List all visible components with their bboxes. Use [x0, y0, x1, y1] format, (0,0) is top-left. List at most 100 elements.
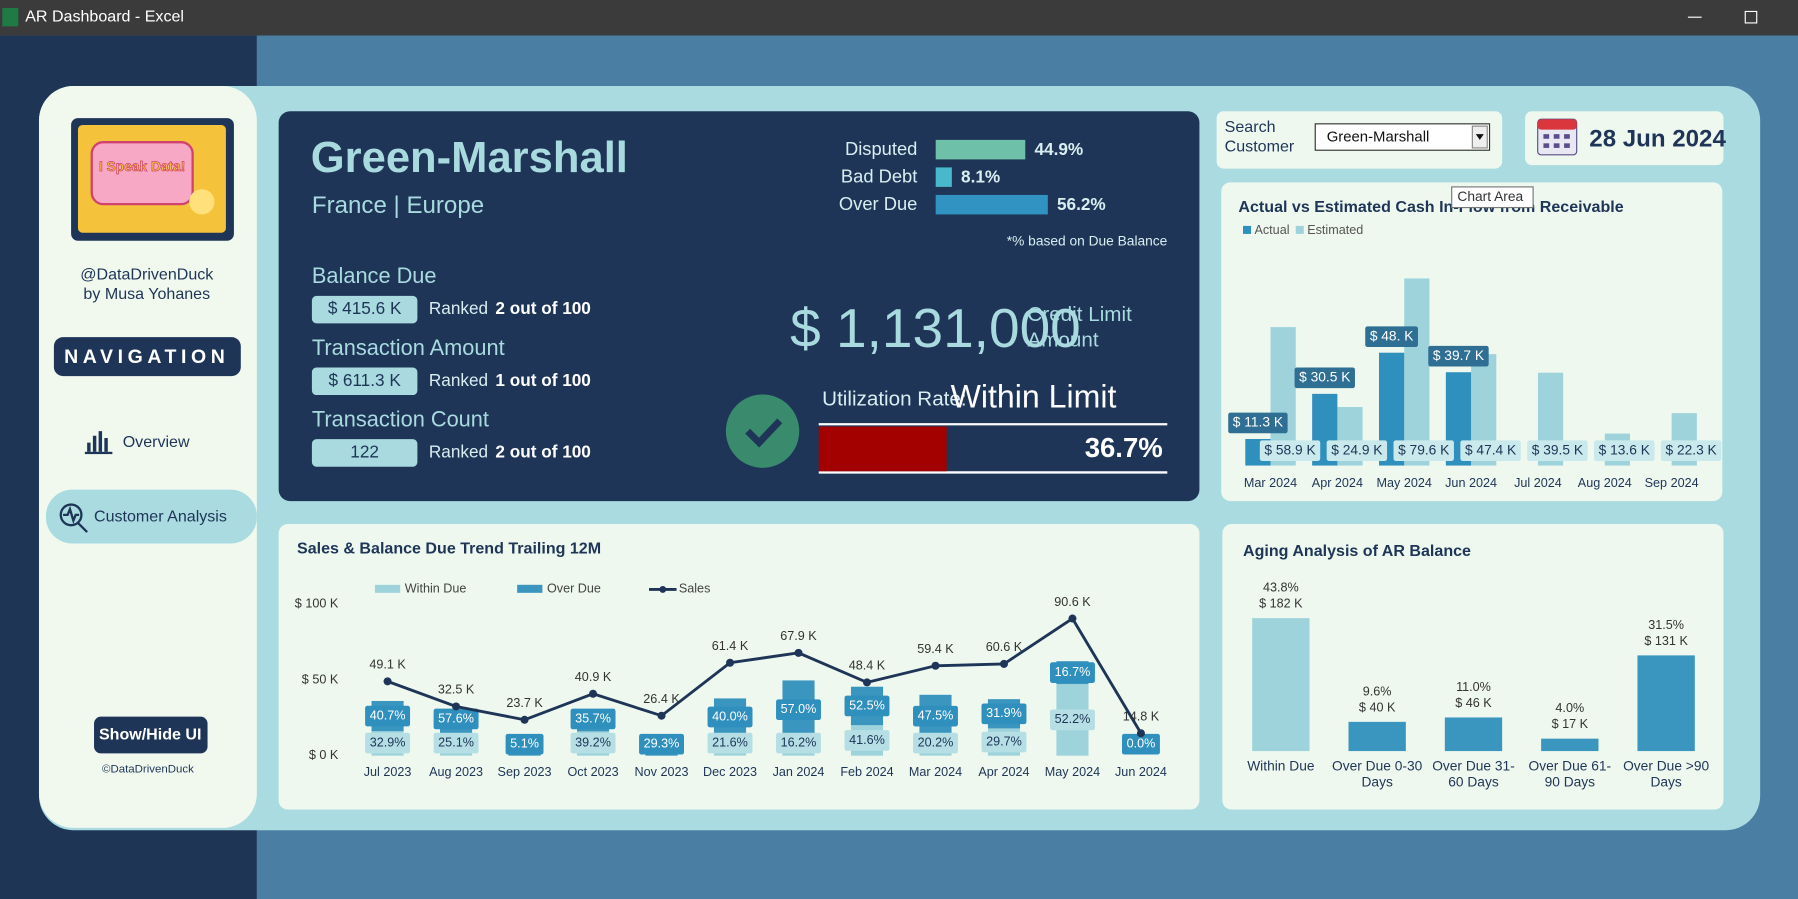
metric-rank-prefix: Ranked: [429, 298, 488, 318]
data-label-box: [1393, 440, 1454, 461]
legend-swatch: [374, 584, 401, 593]
sales-point: [383, 677, 392, 686]
metric-rank: 1 out of 100: [495, 370, 591, 390]
risk-value: 56.2%: [1057, 194, 1106, 214]
value-label: $ 46 K: [1455, 696, 1492, 710]
data-label-box: [707, 732, 753, 754]
toggle-button-label[interactable]: Show/Hide UI: [99, 725, 202, 743]
utilization-label: Utilization Rate:: [822, 388, 966, 411]
logo-duck: [189, 189, 215, 215]
data-label: 35.7%: [575, 711, 611, 725]
data-label: $ 39.7 K: [1433, 348, 1485, 363]
data-label-box: [1527, 440, 1588, 461]
nav-overview[interactable]: Overview: [123, 433, 190, 451]
data-label-box: [1294, 367, 1355, 389]
excel-icon: [2, 8, 19, 27]
legend-label: Actual: [1254, 223, 1289, 237]
x-tick-label-box: Within Due: [1247, 758, 1314, 774]
legend-swatch: [1243, 225, 1252, 234]
metric-value-box: [311, 367, 418, 396]
nav-customer-analysis[interactable]: Customer Analysis: [94, 507, 227, 525]
data-label: 32.5 K: [438, 683, 475, 697]
metric-label: Transaction Amount: [312, 335, 505, 360]
search-label: Search Customer: [1224, 116, 1295, 155]
percent-label: 9.6%: [1363, 684, 1392, 698]
data-label: 16.2%: [781, 735, 817, 749]
data-label: 5.1%: [510, 737, 539, 751]
x-tick-label: Feb 2024: [840, 765, 893, 779]
x-tick-label: Mar 2024: [909, 765, 962, 779]
risk-bar: [935, 167, 952, 187]
x-tick-label: Over Due >90 Days: [1623, 757, 1710, 791]
sales-line: [387, 616, 1143, 734]
risk-label: Over Due: [839, 193, 917, 214]
selected-customer[interactable]: Green-Marshall: [1327, 130, 1430, 146]
maximize-button[interactable]: [1744, 10, 1758, 24]
legend-swatch: [1295, 225, 1304, 234]
sales-point: [657, 711, 666, 720]
data-label-box: [570, 708, 616, 730]
x-tick-label: Sep 2023: [498, 765, 552, 779]
legend-label: Sales: [679, 582, 711, 596]
data-label-box: [1594, 440, 1655, 461]
toggle-button[interactable]: [94, 716, 208, 754]
data-label-box: [913, 705, 958, 727]
data-label: $ 47.4 K: [1465, 442, 1517, 457]
customer-location: France | Europe: [312, 192, 484, 219]
value-label: $ 131 K: [1644, 634, 1688, 648]
data-label-box: [1049, 709, 1095, 731]
metric-value-box: [311, 295, 418, 324]
search-label-box: Search Customer: [1224, 116, 1295, 155]
data-label: 48.4 K: [849, 659, 886, 673]
data-label-box: [1228, 412, 1288, 434]
x-tick-label: Aug 2024: [1578, 476, 1632, 490]
data-label-box: [505, 733, 544, 755]
aging-card: [1222, 524, 1724, 810]
data-label: $ 13.6 K: [1599, 442, 1651, 457]
data-label: 57.6%: [438, 711, 474, 725]
data-label: 90.6 K: [1054, 595, 1091, 609]
y-tick-label: $ 0 K: [309, 748, 339, 762]
data-label-box: [776, 732, 821, 754]
risk-label: Disputed: [845, 138, 917, 159]
data-label: 26.4 K: [643, 692, 680, 706]
data-label: $ 79.6 K: [1398, 442, 1450, 457]
metric-rank-prefix: Ranked: [429, 441, 488, 461]
cashflow-title: Actual vs Estimated Cash In-Flow from Re…: [1238, 198, 1623, 216]
sales-point: [862, 678, 872, 687]
risk-bar: [935, 194, 1048, 215]
title-bar: [0, 0, 1798, 36]
metric-value: 122: [350, 441, 379, 461]
bar: [508, 753, 541, 756]
sales-point: [794, 648, 803, 657]
sidebar: [38, 86, 257, 828]
author: by Musa Yohanes: [83, 285, 210, 303]
calendar-icon: [1537, 118, 1578, 156]
customer-dropdown[interactable]: [1314, 123, 1491, 151]
credit-amount: $ 1,131,000: [790, 297, 1081, 359]
x-tick-label: May 2024: [1045, 765, 1100, 779]
data-label: 23.7 K: [506, 696, 543, 710]
metric-rank-prefix: Ranked: [429, 370, 488, 390]
y-tick-label: $ 50 K: [302, 672, 339, 686]
navigation-header: [53, 337, 241, 377]
nav-selected: [45, 489, 257, 544]
percent-label: 11.0%: [1456, 680, 1491, 694]
x-tick-label: Jul 2023: [364, 765, 412, 779]
metric-rank: 2 out of 100: [495, 441, 591, 461]
sales-point: [726, 658, 735, 667]
data-label-box: [1660, 440, 1722, 461]
data-label: 25.1%: [438, 735, 474, 749]
logo-bubble: [90, 141, 194, 206]
aging-title: Aging Analysis of AR Balance: [1243, 542, 1471, 560]
legend-label: Over Due: [547, 582, 601, 596]
x-tick-label: Sep 2024: [1645, 476, 1699, 490]
risk-value: 8.1%: [961, 166, 1000, 186]
data-label: 29.3%: [644, 737, 680, 751]
data-label-box: [1121, 733, 1160, 755]
metric-value-box: [311, 439, 418, 467]
y-tick-label: $ 100 K: [295, 597, 339, 611]
data-label-box: [365, 705, 411, 727]
data-label: 59.4 K: [917, 642, 954, 656]
data-label: 61.4 K: [712, 639, 749, 653]
